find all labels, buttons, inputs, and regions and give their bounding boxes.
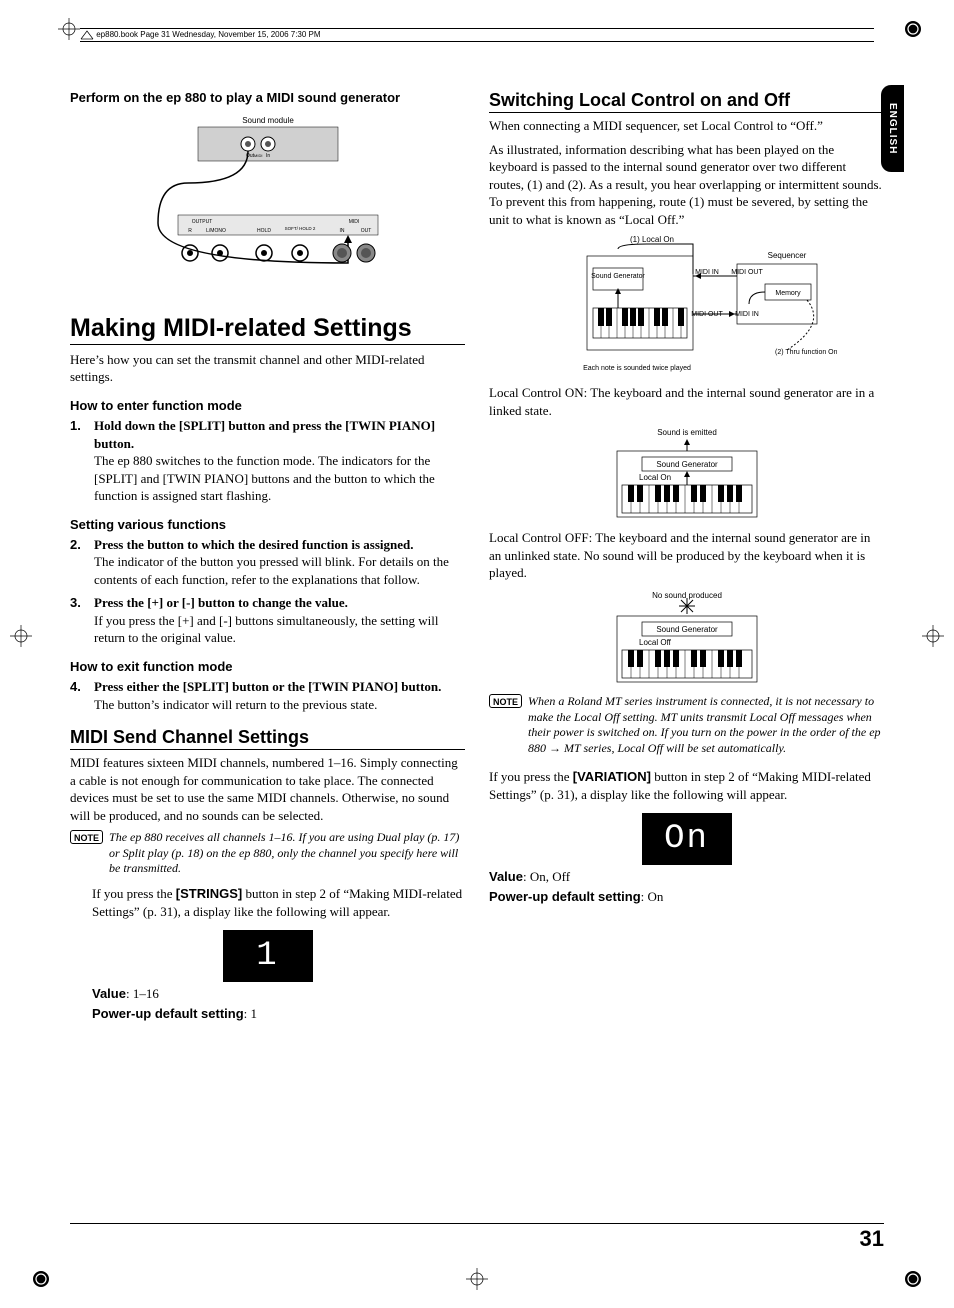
midi-send-body: MIDI features sixteen MIDI channels, num… [70,754,465,824]
note-text: When a Roland MT series instrument is co… [528,694,884,756]
text-frag: If you press the [92,886,176,901]
svg-text:(2) Thru function On: (2) Thru function On [775,349,837,356]
default-line-1: Power-up default setting: 1 [92,1006,465,1022]
note-tag: NOTE [70,830,103,844]
display-value: 1 [256,937,278,975]
local-off-text: Local Control OFF: The keyboard and the … [489,529,884,582]
step-4: 4. Press either the [SPLIT] button or th… [70,678,465,713]
svg-text:SOFT/ HOLD 2: SOFT/ HOLD 2 [284,226,315,231]
enter-function-mode-title: How to enter function mode [70,398,465,413]
svg-text:Sound Generator: Sound Generator [656,460,718,469]
value-label: Value [92,986,126,1001]
svg-text:In: In [266,153,270,159]
svg-text:Local Off: Local Off [639,638,672,647]
header-slug-text: ep880.book Page 31 Wednesday, November 1… [96,30,320,39]
variation-button-label: [VARIATION] [573,769,651,784]
svg-text:HOLD: HOLD [257,228,271,234]
value-label: Value [489,869,523,884]
svg-text:R: R [188,228,192,234]
step-1: 1. Hold down the [SPLIT] button and pres… [70,417,465,505]
local-control-routes-diagram: (1) Local On Sound Generator Each note i… [537,234,837,374]
h1-intro: Here’s how you can set the transmit chan… [70,351,465,386]
step-number: 4. [70,678,86,713]
strings-button-label: [STRINGS] [176,886,242,901]
strings-press-text: If you press the [STRINGS] button in ste… [92,885,465,920]
svg-text:Sound module: Sound module [242,116,294,125]
value-val: : On, Off [523,869,570,884]
local-on-text: Local Control ON: The keyboard and the i… [489,384,884,419]
right-column: Switching Local Control on and Off When … [489,90,884,1022]
making-midi-settings-title: Making MIDI-related Settings [70,313,465,345]
page-number: 31 [860,1226,884,1252]
book-header-slug: ep880.book Page 31 Wednesday, November 1… [80,28,874,42]
lcd-display-1: 1 [223,930,313,982]
local-on-diagram: Sound is emitted Sound Generator Local O… [592,425,782,525]
switching-local-control-title: Switching Local Control on and Off [489,90,884,113]
svg-text:OUT: OUT [360,228,371,234]
note-tag: NOTE [489,694,522,708]
note-block: NOTE The ep 880 receives all channels 1–… [70,830,465,877]
svg-text:Memory: Memory [775,290,801,297]
step-lead: Press the button to which the desired fu… [94,537,414,552]
svg-text:IN: IN [339,228,344,234]
variation-press-text: If you press the [VARIATION] button in s… [489,768,884,803]
svg-text:L/MONO: L/MONO [206,228,226,234]
footer-rule [70,1223,884,1224]
svg-text:Sound is emitted: Sound is emitted [657,428,717,437]
setting-various-functions-title: Setting various functions [70,517,465,532]
step-lead: Press either the [SPLIT] button or the [… [94,679,441,694]
step-number: 1. [70,417,86,505]
svg-text:Sequencer: Sequencer [767,251,806,260]
switching-p2: As illustrated, information describing w… [489,141,884,229]
switching-p1: When connecting a MIDI sequencer, set Lo… [489,117,884,135]
svg-text:Sound Generator: Sound Generator [591,273,645,280]
svg-text:Each note is sounded twice pla: Each note is sounded twice played [583,365,691,372]
step-body-text: If you press the [+] and [-] buttons sim… [94,613,438,646]
default-line-2: Power-up default setting: On [489,889,884,905]
step-body-text: The indicator of the button you pressed … [94,554,449,587]
display-value: On [664,820,709,858]
svg-text:Sound Generator: Sound Generator [656,625,718,634]
sound-module-diagram: Sound module OutIn MIDI OUTPUT R L/MONO … [138,113,398,283]
value-line-1: Value: 1–16 [92,986,465,1002]
svg-text:MIDI OUT: MIDI OUT [731,269,763,276]
step-body-text: The button’s indicator will return to th… [94,697,377,712]
step-2: 2. Press the button to which the desired… [70,536,465,589]
svg-text:MIDI IN: MIDI IN [735,311,759,318]
lcd-display-2: On [642,813,732,865]
svg-text:MIDI: MIDI [254,153,262,158]
note-text: The ep 880 receives all channels 1–16. I… [109,830,465,877]
language-tab: ENGLISH [881,85,904,172]
svg-text:OUTPUT: OUTPUT [191,219,212,225]
svg-text:Local On: Local On [639,473,671,482]
local-off-diagram: No sound produced Sound Generator Local … [592,588,782,688]
default-val: : 1 [244,1006,257,1021]
note-block-2: NOTE When a Roland MT series instrument … [489,694,884,756]
perform-title: Perform on the ep 880 to play a MIDI sou… [70,90,465,107]
step-number: 2. [70,536,86,589]
svg-text:(1) Local On: (1) Local On [629,235,673,244]
value-line-2: Value: On, Off [489,869,884,885]
step-lead: Hold down the [SPLIT] button and press t… [94,418,435,451]
step-number: 3. [70,594,86,647]
step-lead: Press the [+] or [-] button to change th… [94,595,348,610]
default-label: Power-up default setting [489,889,641,904]
left-column: Perform on the ep 880 to play a MIDI sou… [70,90,465,1022]
midi-send-channel-title: MIDI Send Channel Settings [70,727,465,750]
default-val: : On [641,889,664,904]
value-val: : 1–16 [126,986,159,1001]
step-3: 3. Press the [+] or [-] button to change… [70,594,465,647]
text-frag: If you press the [489,769,573,784]
svg-text:MIDI: MIDI [348,219,359,225]
default-label: Power-up default setting [92,1006,244,1021]
exit-function-mode-title: How to exit function mode [70,659,465,674]
step-body-text: The ep 880 switches to the function mode… [94,453,435,503]
